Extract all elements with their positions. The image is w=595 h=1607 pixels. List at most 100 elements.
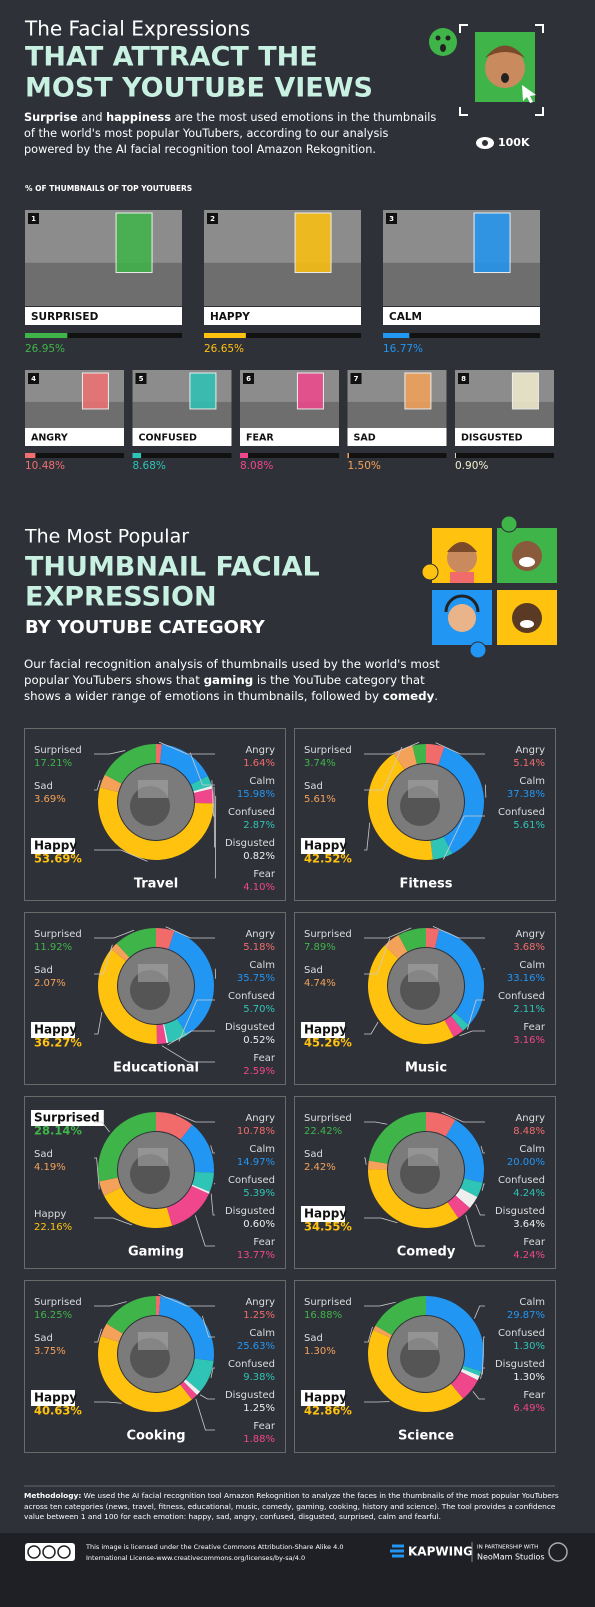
donut-segment	[444, 1015, 464, 1038]
donut-segment	[180, 1124, 214, 1173]
value-label: 35.75%	[237, 973, 275, 984]
category-label: Happy	[304, 1023, 347, 1037]
leader-line	[466, 999, 485, 1030]
leader-line	[364, 1157, 367, 1165]
value-label: 1.88%	[243, 1434, 275, 1445]
category-label: DISGUSTED	[461, 433, 523, 444]
rank: 3	[389, 215, 394, 223]
highlight-box	[301, 1206, 345, 1222]
rank: 8	[461, 375, 466, 383]
leader-line	[94, 1011, 103, 1035]
title-line: EXPRESSION	[25, 582, 217, 613]
value-label: 0.82%	[243, 851, 275, 862]
leader-line	[94, 750, 126, 755]
category-label: Surprised	[304, 1113, 352, 1124]
value-label: 36.27%	[34, 1036, 82, 1050]
leader-line	[199, 1394, 215, 1400]
donut-segment	[116, 928, 156, 958]
face-box	[473, 212, 511, 274]
rank: 4	[31, 375, 36, 383]
donut-segment	[156, 1024, 167, 1044]
value-label: 1.30%	[304, 1346, 336, 1357]
value-label: 22.16%	[34, 1222, 72, 1233]
thumbnail-shade	[240, 401, 339, 428]
value-label: 42.52%	[304, 852, 352, 866]
category-label: Confused	[498, 991, 545, 1002]
donut-segment	[375, 1296, 426, 1335]
license-line: This image is licensed under the Creativ…	[85, 1543, 343, 1551]
thumbnail-shade	[455, 401, 554, 428]
panel	[24, 1096, 286, 1269]
intro: Surprise and happiness are the most used…	[24, 110, 439, 158]
category-label: Happy	[304, 839, 347, 853]
donut-segment	[156, 1296, 161, 1316]
category-label: Calm	[249, 1144, 275, 1155]
value-label: 3.69%	[34, 794, 66, 805]
category-label: Surprised	[304, 929, 352, 940]
category-label: Angry	[515, 1113, 545, 1124]
leader-line	[194, 1215, 215, 1247]
partner-line: IN PARTNERSHIP WITH	[477, 1545, 538, 1551]
donut-segment	[373, 1325, 392, 1338]
leader-line	[167, 1030, 215, 1046]
bar-track	[25, 453, 124, 458]
leader-line	[474, 1305, 485, 1319]
panel	[24, 728, 286, 901]
category-label: SAD	[354, 433, 376, 444]
value-label: 15.98%	[237, 789, 275, 800]
donut-segment	[368, 1160, 388, 1170]
category-label: Angry	[245, 1297, 275, 1308]
bar-track	[347, 453, 447, 458]
bar	[240, 453, 248, 458]
category-label: Angry	[515, 745, 545, 756]
leader-line	[443, 815, 485, 860]
text-run: are the most used emotions in the thumbn…	[24, 111, 437, 156]
category-label: Fear	[253, 1237, 275, 1248]
donut-segment	[367, 945, 454, 1044]
category-label: Calm	[519, 1144, 545, 1155]
value-label: 10.78%	[237, 1126, 275, 1137]
panel	[24, 1280, 286, 1453]
value-label: 2.07%	[34, 978, 66, 989]
bar	[132, 453, 142, 458]
leader-line	[94, 849, 148, 862]
category-label: Calm	[519, 776, 545, 787]
intro: Our facial recognition analysis of thumb…	[24, 656, 449, 704]
value-label: 5.18%	[243, 942, 275, 953]
chart-title: Comedy	[397, 1245, 456, 1260]
value-label: 9.38%	[243, 1372, 275, 1383]
category-label: CALM	[389, 311, 422, 323]
chart-title: Music	[405, 1061, 447, 1076]
leader-line	[482, 1336, 485, 1375]
donut-segment	[412, 744, 426, 765]
value-label: 53.69%	[34, 852, 82, 866]
leader-line	[158, 741, 215, 755]
value-label: 13.77%	[237, 1250, 275, 1261]
rank: 6	[246, 375, 251, 383]
value-label: 4.10%	[243, 882, 275, 893]
leader-line	[210, 1145, 215, 1154]
rank-box	[458, 373, 469, 384]
text-run: is the YouTube category that shows a wid…	[24, 673, 425, 703]
category-label: Surprised	[304, 745, 352, 756]
bar	[25, 333, 68, 338]
value-label: 4.24%	[513, 1188, 545, 1199]
rank: 7	[354, 375, 359, 383]
leader-line	[201, 1315, 215, 1338]
leader-line	[364, 937, 391, 975]
bar-section-title: % OF THUMBNAILS OF TOP YOUTUBERS	[25, 184, 192, 193]
donut-segment	[445, 1120, 484, 1183]
title-line: MOST YOUTUBE VIEWS	[25, 73, 373, 104]
category-label: Happy	[34, 1391, 77, 1405]
category-label: SURPRISED	[31, 311, 99, 323]
leader-line	[364, 746, 403, 791]
leader-line	[364, 822, 371, 851]
rank: 5	[139, 375, 144, 383]
donut-segment	[111, 943, 130, 962]
donut-segment	[368, 1169, 459, 1229]
value-label: 2.11%	[513, 1004, 545, 1015]
subtitle: BY YOUTUBE CATEGORY	[25, 617, 266, 638]
value-label: 2.59%	[243, 1066, 275, 1077]
text-run: happiness	[106, 111, 171, 124]
